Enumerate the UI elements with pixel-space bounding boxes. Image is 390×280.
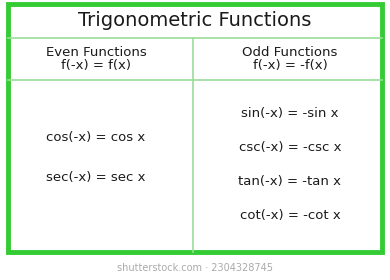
Bar [8,4,382,252]
Text: f(-x) = f(x): f(-x) = f(x) [61,60,131,73]
Text: tan(-x) = -tan x: tan(-x) = -tan x [239,174,342,188]
Text: sec(-x) = sec x: sec(-x) = sec x [46,171,146,185]
Text: Odd Functions: Odd Functions [242,45,338,59]
Text: Trigonometric Functions: Trigonometric Functions [78,10,312,29]
Text: cos(-x) = cos x: cos(-x) = cos x [46,132,145,144]
Text: cot(-x) = -cot x: cot(-x) = -cot x [239,209,340,221]
Text: sin(-x) = -sin x: sin(-x) = -sin x [241,106,339,120]
Text: f(-x) = -f(x): f(-x) = -f(x) [253,60,327,73]
Text: csc(-x) = -csc x: csc(-x) = -csc x [239,141,341,153]
Text: shutterstock.com · 2304328745: shutterstock.com · 2304328745 [117,263,273,273]
Text: Even Functions: Even Functions [46,45,146,59]
